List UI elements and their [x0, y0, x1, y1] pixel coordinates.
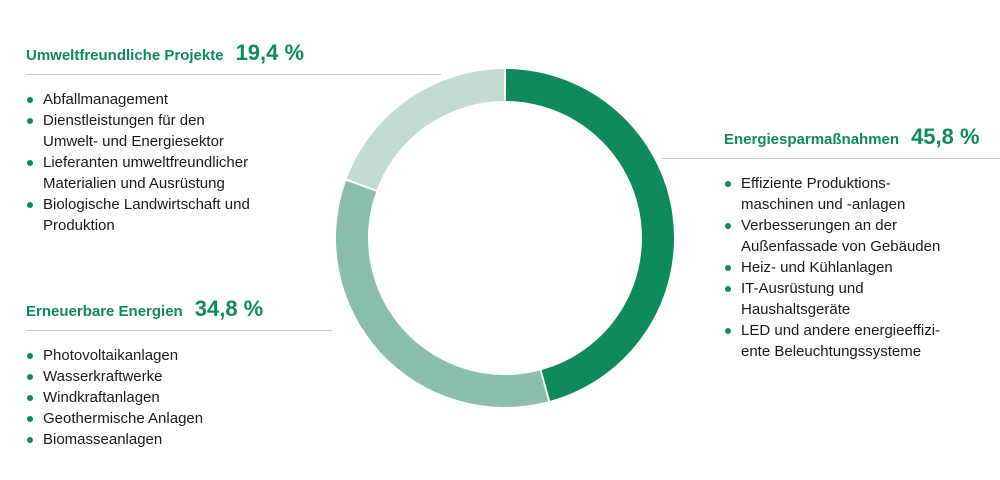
list-item-text: Windkraftanlagen: [43, 389, 160, 406]
donut-slice-1: [336, 180, 549, 408]
list-item-text: Wasserkraftwerke: [43, 368, 163, 385]
list-item: LED und andere energieeffizi-ente Beleuc…: [724, 320, 1000, 362]
donut-slices: [336, 69, 675, 408]
item-list: Photovoltaikanlagen Wasserkraftwerke Win…: [26, 345, 332, 450]
list-item: Windkraftanlagen: [26, 387, 332, 408]
list-item-text: Biomasseanlagen: [43, 431, 163, 448]
donut-slice-0: [505, 69, 675, 401]
list-item: Effiziente Produktions-maschinen und -an…: [724, 173, 1000, 215]
category-value: 19,4 %: [235, 40, 305, 65]
legend-header: Erneuerbare Energien 34,8 %: [26, 296, 332, 322]
legend-energiesparmassnahmen: Energiesparmaßnahmen 45,8 % Effiziente P…: [662, 124, 1000, 362]
list-item: Biomasseanlagen: [26, 429, 332, 450]
donut-slice-2: [346, 69, 505, 190]
list-item-text: Lieferanten umweltfreundlicher Materialie…: [43, 154, 249, 192]
list-item-text: Geothermische Anlagen: [43, 410, 204, 427]
list-item-text: LED und andere energieeffizi-ente Beleuc…: [741, 322, 941, 360]
divider: [26, 330, 332, 331]
legend-header: Umweltfreundliche Projekte 19,4 %: [26, 40, 441, 66]
list-item-text: Abfallmanagement: [43, 91, 169, 108]
category-label: Energiesparmaßnahmen: [724, 131, 900, 148]
list-item: Photovoltaikanlagen: [26, 345, 332, 366]
category-value: 34,8 %: [194, 296, 264, 321]
legend-erneuerbare-energien: Erneuerbare Energien 34,8 % Photovoltaik…: [26, 296, 332, 450]
list-item: Verbesserungen an der Außenfassade von Ge…: [724, 215, 1000, 257]
item-list: Abfallmanagement Dienstleistungen für de…: [26, 89, 441, 236]
list-item-text: Effiziente Produktions-maschinen und -an…: [741, 175, 906, 213]
divider: [26, 74, 441, 75]
list-item: Biologische Landwirtschaft und Produktion: [26, 194, 441, 236]
divider: [662, 158, 1000, 159]
category-value: 45,8 %: [911, 124, 980, 149]
list-item-text: Biologische Landwirtschaft und Produktion: [43, 196, 250, 234]
category-label: Erneuerbare Energien: [26, 303, 183, 320]
list-item-text: Heiz- und Kühlanlagen: [741, 259, 893, 276]
list-item: Heiz- und Kühlanlagen: [724, 257, 1000, 278]
list-item: Wasserkraftwerke: [26, 366, 332, 387]
item-list: Effiziente Produktions-maschinen und -an…: [724, 173, 1000, 362]
list-item: Lieferanten umweltfreundlicher Materialie…: [26, 152, 441, 194]
legend-umweltfreundliche-projekte: Umweltfreundliche Projekte 19,4 % Abfall…: [26, 40, 441, 236]
list-item-text: Verbesserungen an der Außenfassade von Ge…: [741, 217, 941, 255]
list-item: Abfallmanagement: [26, 89, 441, 110]
list-item-text: Dienstleistungen für den Umwelt- und Ener…: [43, 112, 224, 150]
legend-header: Energiesparmaßnahmen 45,8 %: [724, 124, 1000, 150]
category-label: Umweltfreundliche Projekte: [26, 47, 224, 64]
list-item: Dienstleistungen für den Umwelt- und Ener…: [26, 110, 441, 152]
list-item: Geothermische Anlagen: [26, 408, 332, 429]
list-item-text: IT-Ausrüstung und Haushaltsgeräte: [741, 280, 864, 318]
list-item: IT-Ausrüstung und Haushaltsgeräte: [724, 278, 1000, 320]
list-item-text: Photovoltaikanlagen: [43, 347, 179, 364]
